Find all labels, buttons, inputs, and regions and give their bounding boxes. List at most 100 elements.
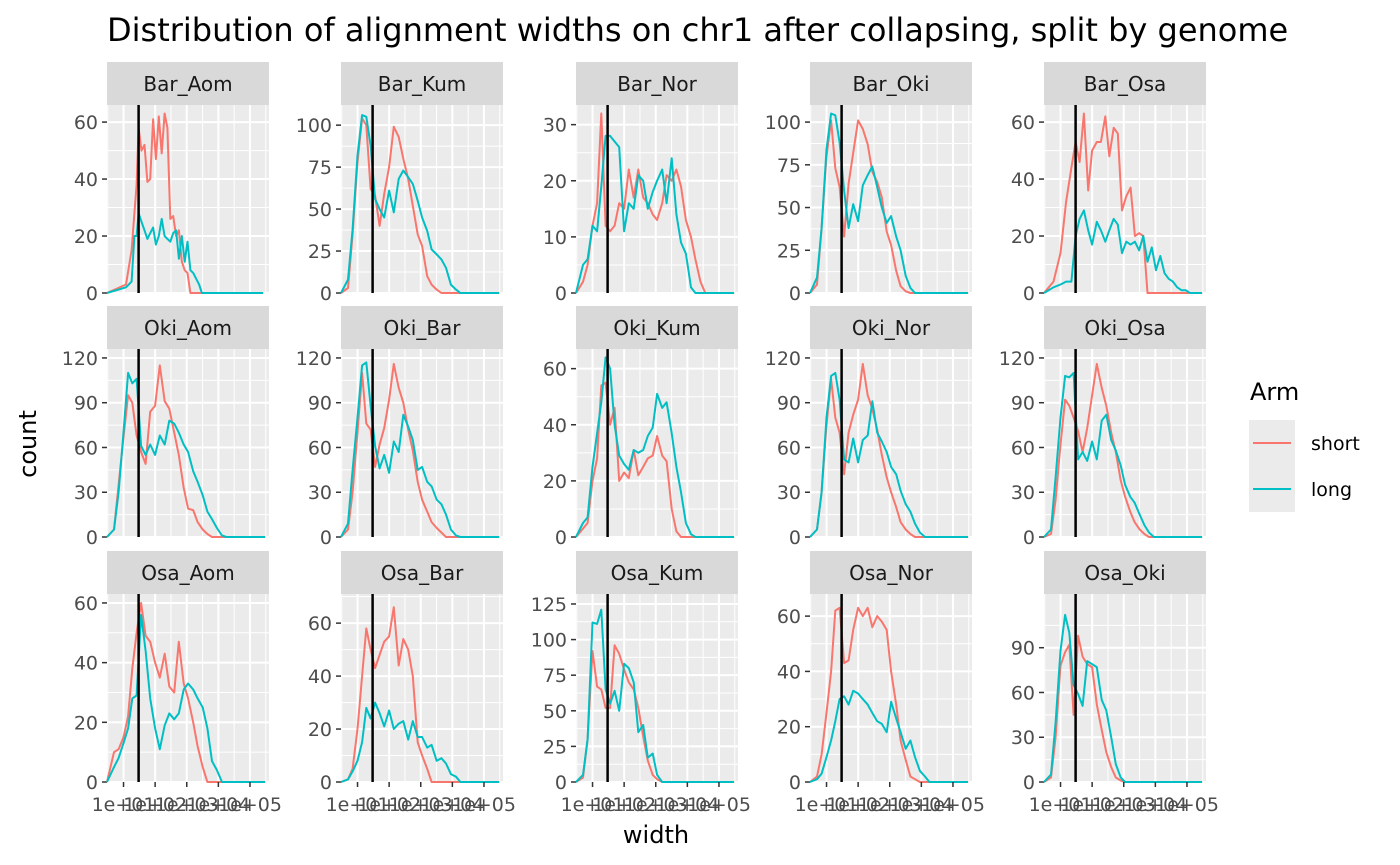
y-tick-label: 75 <box>777 155 801 177</box>
y-tick-label: 0 <box>555 283 567 305</box>
y-tick-label: 0 <box>1023 283 1035 305</box>
facet-panel-oki-aom: Oki_Aom 0 30 60 90 120 <box>62 306 269 549</box>
series-line-long <box>340 114 500 294</box>
facet-strip <box>576 62 738 105</box>
panel-background <box>810 105 972 293</box>
facet-strip-label: Osa_Kum <box>611 561 704 585</box>
y-tick-label: 50 <box>543 701 567 723</box>
y-tick-label: 0 <box>86 527 98 549</box>
facet-strip <box>810 551 972 594</box>
y-tick-label: 60 <box>1011 437 1035 459</box>
facet-strip <box>341 306 503 349</box>
facet-strip-label: Oki_Bar <box>383 316 461 340</box>
facet-panel-bar-kum: Bar_Kum 0 25 50 75 100 <box>296 62 503 305</box>
facet-strip-label: Bar_Kum <box>378 72 466 96</box>
facet-strip <box>1044 306 1206 349</box>
y-tick-label: 0 <box>555 772 567 794</box>
x-tick-label: 1e+04 <box>889 794 953 816</box>
legend-label-short: short <box>1311 433 1360 455</box>
x-tick-label: 1e+03 <box>624 794 688 816</box>
x-tick-label: 1e+01 <box>561 794 625 816</box>
y-tick-label: 0 <box>1023 527 1035 549</box>
panel-background <box>341 105 503 293</box>
y-tick-label: 60 <box>308 613 332 635</box>
series-line-long <box>575 608 735 783</box>
panel-background <box>107 594 269 782</box>
x-tick-label: 1e+05 <box>1155 794 1219 816</box>
y-tick-label: 60 <box>1011 682 1035 704</box>
facet-strip <box>107 306 269 349</box>
facet-panel-bar-oki: Bar_Oki 0 25 50 75 100 <box>765 62 972 305</box>
y-tick-label: 0 <box>789 283 801 305</box>
x-axis-title: width <box>623 821 689 849</box>
y-tick-label: 0 <box>555 527 567 549</box>
series-line-long <box>1043 371 1203 538</box>
y-tick-label: 40 <box>74 169 98 191</box>
y-tick-label: 0 <box>86 772 98 794</box>
x-tick-label: 1e+02 <box>1060 794 1124 816</box>
x-tick-label: 1e+05 <box>921 794 985 816</box>
legend: Arm short long <box>1249 378 1360 512</box>
y-tick-label: 60 <box>74 112 98 134</box>
facet-panel-osa-kum: Osa_Kum 0 25 50 75 100 125 1e+011e+021e+031e+04… <box>531 551 751 816</box>
x-tick-label: 1e+04 <box>186 794 250 816</box>
y-tick-label: 125 <box>531 594 567 616</box>
facet-panel-bar-aom: Bar_Aom 0 20 40 60 <box>74 62 269 305</box>
y-tick-label: 0 <box>320 527 332 549</box>
y-tick-label: 20 <box>543 171 567 193</box>
facet-strip <box>576 306 738 349</box>
series-line-long <box>809 689 969 783</box>
y-tick-label: 20 <box>543 471 567 493</box>
facet-strip-label: Bar_Oki <box>852 72 929 96</box>
y-tick-label: 100 <box>531 630 567 652</box>
facet-strip-label: Osa_Aom <box>141 561 234 585</box>
series-line-long <box>809 112 969 294</box>
x-tick-label: 1e+02 <box>357 794 421 816</box>
series-line-long <box>575 134 735 294</box>
x-tick-label: 1e+02 <box>123 794 187 816</box>
y-tick-label: 40 <box>1011 169 1035 191</box>
y-tick-label: 20 <box>1011 226 1035 248</box>
series-line-long <box>106 371 266 538</box>
x-tick-label: 1e+05 <box>218 794 282 816</box>
x-tick-label: 1e+04 <box>1123 794 1187 816</box>
series-line-long <box>575 356 735 538</box>
y-tick-label: 100 <box>765 112 801 134</box>
y-tick-label: 20 <box>308 719 332 741</box>
facet-strip-label: Bar_Aom <box>143 72 232 96</box>
y-tick-label: 30 <box>74 482 98 504</box>
facet-strip-label: Oki_Aom <box>144 316 232 340</box>
panel-background <box>810 349 972 537</box>
y-tick-label: 30 <box>777 482 801 504</box>
facet-panel-oki-kum: Oki_Kum 0 20 40 60 <box>543 306 738 549</box>
y-tick-label: 60 <box>543 359 567 381</box>
y-tick-label: 90 <box>777 393 801 415</box>
x-tick-label: 1e+05 <box>687 794 751 816</box>
series-line-long <box>340 361 500 538</box>
y-tick-label: 75 <box>543 665 567 687</box>
facet-strip <box>810 62 972 105</box>
y-tick-label: 25 <box>308 241 332 263</box>
legend-title: Arm <box>1250 378 1299 406</box>
y-tick-label: 10 <box>543 227 567 249</box>
facet-panel-oki-nor: Oki_Nor 0 30 60 90 120 <box>765 306 972 549</box>
y-tick-label: 120 <box>765 348 801 370</box>
y-tick-label: 0 <box>320 772 332 794</box>
facet-strip <box>341 62 503 105</box>
series-line-short <box>1043 112 1203 294</box>
y-tick-label: 40 <box>308 666 332 688</box>
x-tick-label: 1e+01 <box>1029 794 1093 816</box>
panel-background <box>341 594 503 782</box>
y-tick-label: 50 <box>308 199 332 221</box>
facet-strip-label: Oki_Osa <box>1084 316 1165 340</box>
facet-strip-label: Bar_Osa <box>1084 72 1167 96</box>
x-tick-label: 1e+03 <box>1092 794 1156 816</box>
series-line-long <box>340 701 500 783</box>
series-line-long <box>106 613 266 783</box>
x-tick-label: 1e+04 <box>655 794 719 816</box>
series-line-long <box>106 212 264 294</box>
y-tick-label: 75 <box>308 157 332 179</box>
